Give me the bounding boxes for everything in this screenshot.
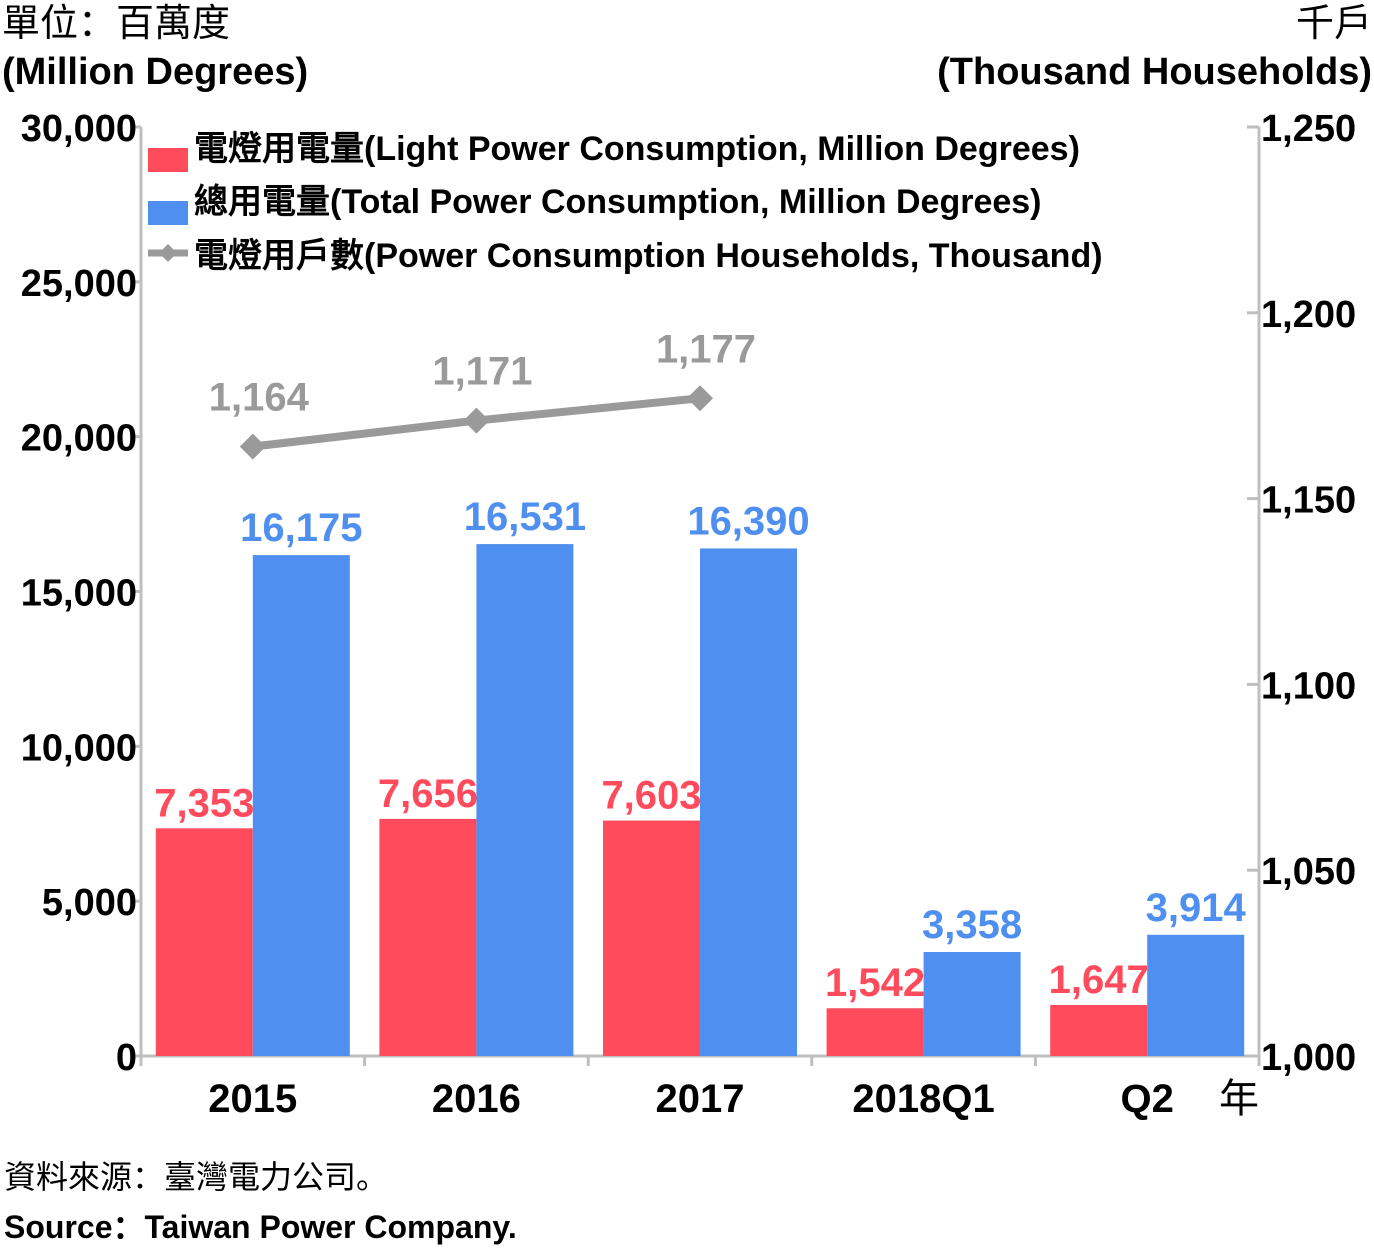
light-consumption-bar: [1050, 1004, 1148, 1056]
left-axis-tick-label: 15,000: [21, 573, 137, 615]
total-consumption-bar: [252, 555, 350, 1056]
left-axis-tick-label: 30,000: [21, 108, 137, 150]
households-label: 1,171: [432, 350, 532, 394]
left-axis-tick-label: 25,000: [21, 263, 137, 305]
legend-label: 電燈用戶數(Power Consumption Households, Thou…: [194, 237, 1103, 275]
light-consumption-bar: [603, 820, 700, 1056]
total-consumption-label: 16,531: [464, 495, 586, 539]
left-axis-unit: 單位：百萬度 (Million Degrees): [2, 0, 308, 96]
legend-label: 電燈用電量(Light Power Consumption, Million D…: [194, 130, 1080, 168]
source-note-en: Source：Taiwan Power Company.: [4, 1209, 517, 1245]
light-consumption-label: 7,656: [378, 772, 478, 816]
light-consumption-label: 7,603: [601, 774, 701, 818]
right-axis-unit: 千戶 (Thousand Households): [937, 0, 1372, 96]
left-axis-tick-label: 10,000: [21, 727, 137, 769]
light-consumption-label: 1,542: [825, 961, 925, 1005]
left-axis-unit-zh: 單位：百萬度: [2, 3, 231, 45]
total-consumption-bar: [923, 952, 1021, 1056]
legend-marker-households: [159, 244, 177, 262]
right-axis-tick-label: 1,200: [1261, 294, 1356, 336]
legend-swatch-light: [148, 148, 188, 172]
left-axis-unit-en: (Million Degrees): [2, 51, 309, 93]
households-point: [463, 407, 490, 434]
left-axis-tick-label: 0: [116, 1037, 137, 1079]
power-consumption-chart: 0 5,000 10,000 15,000 20,000 25,000 30,000 1,00…: [21, 108, 1356, 1121]
right-axis-tick-label: 1,250: [1261, 108, 1356, 150]
category-label: 2016: [432, 1077, 521, 1121]
legend-swatch-total: [148, 201, 188, 225]
light-consumption-label: 7,353: [154, 781, 254, 825]
legend-label: 總用電量(Total Power Consumption, Million De…: [194, 183, 1042, 221]
category-label: 2015: [208, 1077, 297, 1121]
x-axis-unit: 年: [1219, 1077, 1259, 1121]
right-axis-tick-label: 1,150: [1261, 480, 1356, 522]
right-axis-tick-label: 1,050: [1261, 851, 1356, 893]
right-axis-unit-en: (Thousand Households): [937, 51, 1372, 93]
households-point: [687, 385, 713, 412]
total-consumption-label: 16,175: [240, 506, 362, 550]
households-label: 1,177: [656, 327, 756, 371]
category-label: 2018Q1: [852, 1077, 994, 1121]
households-point: [239, 433, 266, 460]
total-consumption-label: 16,390: [687, 499, 809, 543]
light-consumption-bar: [826, 1008, 924, 1056]
light-consumption-bar: [155, 828, 253, 1056]
right-axis-unit-zh: 千戶: [1295, 3, 1372, 45]
total-consumption-bar: [1147, 934, 1245, 1056]
total-consumption-label: 3,358: [922, 903, 1022, 947]
light-consumption-bar: [379, 818, 477, 1056]
category-label: Q2: [1121, 1077, 1174, 1121]
right-axis-tick-label: 1,000: [1261, 1037, 1356, 1079]
source-note-zh: 資料來源：臺灣電力公司。: [4, 1159, 389, 1195]
households-label: 1,164: [209, 376, 310, 420]
total-consumption-bar: [476, 544, 574, 1056]
light-consumption-label: 1,647: [1049, 958, 1149, 1002]
category-label: 2017: [656, 1077, 745, 1121]
left-axis-tick-label: 20,000: [21, 418, 137, 460]
right-axis-tick-label: 1,100: [1261, 665, 1356, 707]
total-consumption-bar: [700, 548, 797, 1056]
left-axis-tick-label: 5,000: [42, 882, 137, 924]
total-consumption-label: 3,914: [1146, 886, 1247, 930]
